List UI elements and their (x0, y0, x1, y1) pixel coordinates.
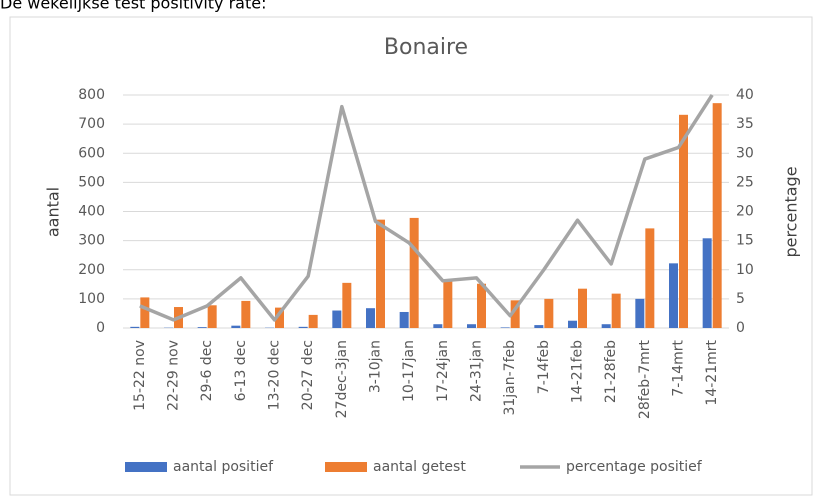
bar (376, 219, 385, 328)
x-tick-label: 31jan-7feb (502, 340, 518, 416)
bar (601, 324, 611, 328)
y2-tick-label: 40 (736, 87, 754, 103)
y-tick-label: 400 (78, 204, 105, 220)
bar (645, 228, 655, 328)
bar (477, 283, 486, 328)
x-tick-label: 7-14feb (536, 340, 552, 394)
x-tick-label: 10-17jan (401, 340, 417, 402)
y2-tick-label: 15 (736, 233, 754, 249)
x-tick-label: 28feb-7mrt (637, 339, 653, 419)
bar (669, 263, 678, 328)
y2-tick-label: 25 (736, 174, 754, 190)
y-tick-label: 300 (78, 233, 105, 249)
bar (308, 314, 318, 328)
x-tick-label: 14-21feb (570, 340, 586, 403)
y2-axis-label: percentage (782, 166, 801, 257)
legend-label: aantal positief (173, 459, 274, 475)
chart-title: Bonaire (384, 35, 468, 60)
x-tick-label: 14-21mrt (704, 340, 720, 406)
y-tick-label: 100 (78, 291, 105, 307)
bar (568, 320, 577, 328)
bar (140, 297, 150, 328)
x-tick-label: 27dec-3jan (334, 340, 350, 418)
y2-tick-label: 30 (736, 145, 754, 161)
y2-tick-label: 35 (736, 116, 754, 132)
bar (635, 298, 645, 328)
x-tick-label: 22-29 nov (166, 340, 182, 411)
x-tick-label: 15-22 nov (132, 340, 148, 411)
bar (342, 282, 352, 328)
bar (275, 307, 284, 328)
line (139, 94, 714, 322)
bar (544, 298, 554, 328)
y-tick-label: 500 (78, 174, 105, 190)
bar (399, 311, 409, 328)
legend-label: aantal getest (373, 459, 466, 475)
y-tick-label: 0 (96, 320, 105, 336)
bar (467, 324, 476, 328)
y2-tick-label: 20 (736, 204, 754, 220)
bar (702, 238, 712, 328)
bar (241, 300, 251, 328)
y2-tick-label: 10 (736, 262, 754, 278)
bar (712, 103, 722, 328)
bar (298, 326, 308, 328)
y2-tick-label: 0 (736, 320, 745, 336)
bar (510, 300, 520, 328)
legend-swatch (325, 462, 367, 472)
bar (534, 325, 544, 328)
x-tick-label: 6-13 dec (233, 340, 249, 401)
bar (500, 327, 510, 328)
x-tick-label: 24-31jan (469, 340, 485, 402)
x-tick-label: 3-10jan (368, 340, 384, 393)
bar (197, 327, 207, 328)
x-tick-label: 7-14mrt (671, 339, 687, 396)
y-tick-label: 200 (78, 262, 105, 278)
bar (409, 217, 419, 328)
x-tick-label: 17-24jan (435, 340, 451, 402)
bar (207, 305, 217, 328)
bar (433, 324, 443, 328)
x-tick-label: 20-27 dec (300, 340, 316, 410)
bar (578, 288, 587, 328)
bar (332, 310, 342, 328)
bar (231, 325, 241, 328)
x-tick-label: 29-6 dec (199, 340, 215, 401)
bar (366, 308, 375, 328)
y-tick-label: 700 (78, 116, 105, 132)
y2-tick-label: 5 (736, 291, 745, 307)
bar (130, 326, 140, 328)
x-tick-label: 21-28feb (603, 340, 619, 403)
bar (443, 281, 453, 328)
bar (679, 114, 688, 329)
page-caption: De wekelijkse test positivity rate: (0, 0, 266, 13)
y-axis-label: aantal (44, 187, 63, 237)
y-tick-label: 800 (78, 87, 105, 103)
bar (611, 293, 621, 328)
legend-label: percentage positief (566, 459, 703, 475)
y-tick-label: 600 (78, 145, 105, 161)
x-tick-label: 13-20 dec (267, 340, 283, 410)
legend-swatch (125, 462, 167, 472)
